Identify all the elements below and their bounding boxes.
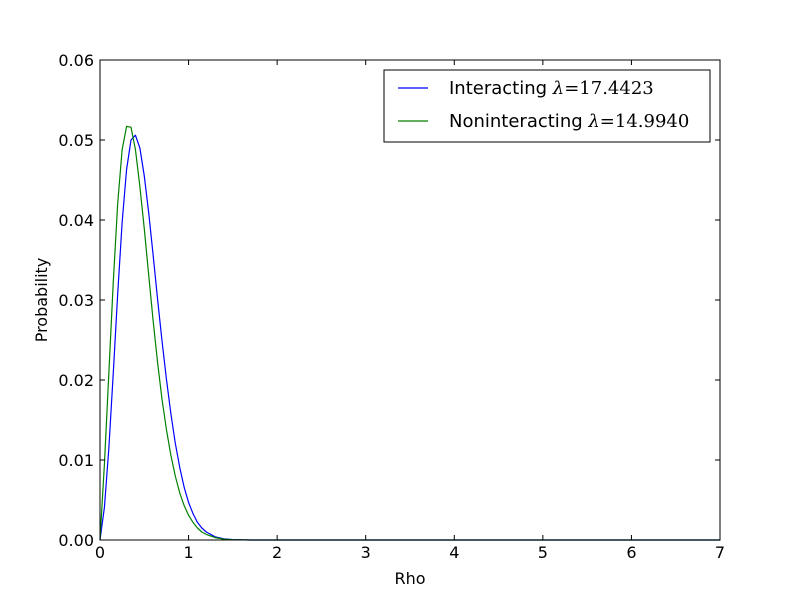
y-tick-label: 0.05	[58, 131, 94, 150]
axes-frame	[99, 59, 721, 541]
tick-labels: 0 1 2 3 4 5 6 7 0.00 0.01 0.02 0.03 0.04 0.05 0.06	[58, 51, 725, 562]
x-tick-label: 5	[538, 543, 548, 562]
y-tick-label: 0.01	[58, 451, 94, 470]
x-tick-label: 6	[626, 543, 636, 562]
x-axis-title: Rho	[394, 569, 425, 588]
y-tick-label: 0.04	[58, 211, 94, 230]
legend-label-interacting: Interacting λ=17.4423	[449, 78, 654, 99]
y-axis-title: Probability	[32, 258, 51, 343]
x-tick-label: 2	[272, 543, 282, 562]
y-tick-label: 0.03	[58, 291, 94, 310]
y-tick-label: 0.02	[58, 371, 94, 390]
y-tick-label: 0.06	[58, 51, 94, 70]
x-tick-label: 7	[715, 543, 725, 562]
legend-box	[383, 69, 711, 143]
legend-label-noninteracting: Noninteracting λ=14.9940	[449, 111, 689, 132]
x-tick-label: 4	[449, 543, 459, 562]
x-tick-label: 1	[183, 543, 193, 562]
x-tick-label: 0	[95, 543, 105, 562]
x-tick-label: 3	[361, 543, 371, 562]
legend: Interacting λ=17.4423 Noninteracting λ=14…	[383, 69, 711, 143]
y-tick-label: 0.00	[58, 531, 94, 550]
